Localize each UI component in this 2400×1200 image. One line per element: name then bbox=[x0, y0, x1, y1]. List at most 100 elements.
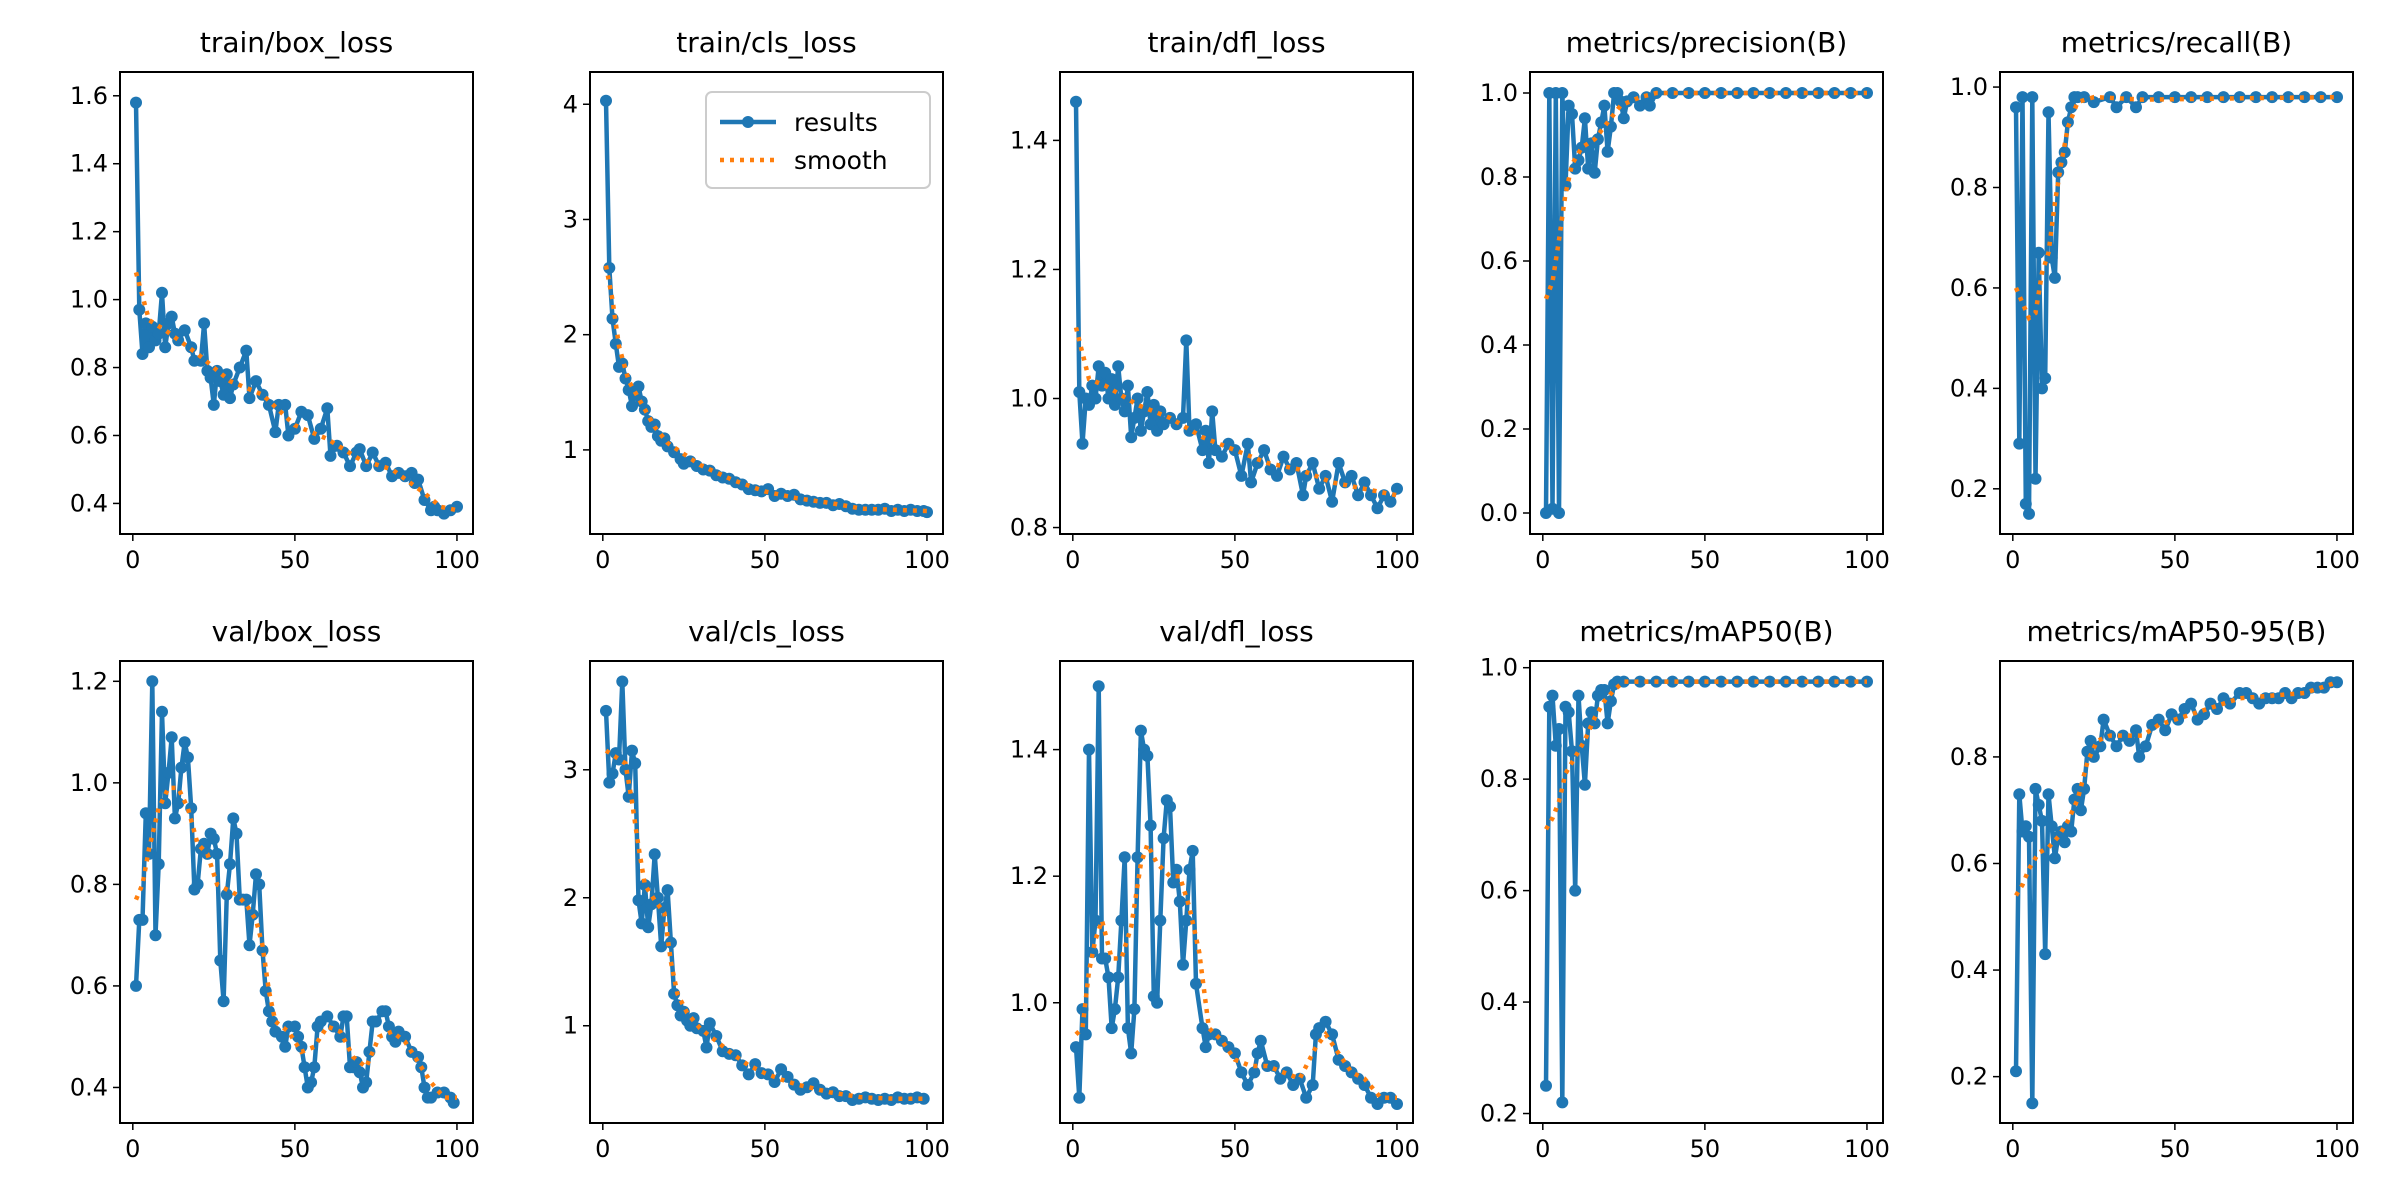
results-point bbox=[1241, 1079, 1254, 1091]
results-point bbox=[1241, 437, 1254, 450]
results-point bbox=[700, 1041, 713, 1054]
results-point bbox=[2019, 820, 2032, 833]
y-tick-label: 0.6 bbox=[1480, 877, 1518, 905]
results-point bbox=[2185, 697, 2198, 710]
results-point bbox=[1666, 87, 1679, 99]
y-tick-label: 3 bbox=[563, 205, 578, 233]
plot-area bbox=[130, 675, 460, 1109]
results-point bbox=[1796, 87, 1809, 99]
results-point bbox=[1073, 1091, 1086, 1104]
results-point bbox=[314, 422, 327, 435]
results-point bbox=[340, 1010, 353, 1023]
results-point bbox=[2042, 788, 2055, 801]
results-point bbox=[369, 1015, 382, 1028]
x-tick-label: 50 bbox=[1690, 546, 1721, 574]
smooth-line bbox=[2013, 94, 2338, 322]
results-point bbox=[1313, 482, 1326, 495]
results-point bbox=[1164, 800, 1176, 813]
results-point bbox=[1105, 373, 1118, 386]
results-point bbox=[1167, 876, 1180, 889]
results-point bbox=[1141, 749, 1154, 762]
results-point bbox=[1569, 884, 1582, 897]
subplot-val-dfl-loss: val/dfl_loss 0 50 100 1.0 1.2 1.4 bbox=[1010, 615, 1420, 1163]
results-point bbox=[130, 96, 142, 109]
results-point bbox=[2065, 101, 2078, 114]
plot-area bbox=[1070, 95, 1403, 515]
y-tick-label: 3 bbox=[563, 756, 578, 784]
subplot-title: metrics/mAP50(B) bbox=[1579, 615, 1833, 648]
results-point bbox=[198, 317, 211, 330]
y-tick-label: 0.4 bbox=[1950, 956, 1988, 984]
results-point bbox=[191, 878, 204, 891]
axes-frame bbox=[1059, 71, 1414, 535]
y-tick-label: 0.2 bbox=[1480, 1100, 1518, 1128]
results-point bbox=[1070, 1041, 1082, 1054]
results-point bbox=[655, 940, 668, 953]
y-tick-label: 0.8 bbox=[1480, 163, 1518, 191]
x-tick-label: 50 bbox=[2160, 546, 2191, 574]
results-point bbox=[1715, 675, 1728, 688]
results-point bbox=[1070, 95, 1082, 108]
results-point bbox=[1151, 996, 1164, 1009]
results-point bbox=[668, 987, 681, 1000]
results-point bbox=[749, 1058, 762, 1071]
results-point bbox=[1601, 145, 1614, 158]
results-point bbox=[1682, 675, 1695, 688]
smooth-line bbox=[2014, 680, 2338, 897]
results-point bbox=[1089, 392, 1102, 405]
results-point bbox=[1228, 1047, 1241, 1060]
results-point bbox=[130, 979, 142, 992]
results-point bbox=[2045, 820, 2058, 833]
results-point bbox=[1271, 469, 1283, 482]
results-point bbox=[1306, 1079, 1319, 1091]
plot-area bbox=[600, 94, 933, 519]
legend-results-label: results bbox=[794, 108, 878, 137]
y-tick-label: 1.2 bbox=[70, 218, 108, 246]
y-tick-label: 1.0 bbox=[1950, 73, 1988, 101]
results-point bbox=[1177, 411, 1189, 424]
x-tick-label: 50 bbox=[750, 546, 781, 574]
results-point bbox=[2029, 782, 2042, 795]
results-point bbox=[2058, 836, 2071, 849]
results-point bbox=[2331, 676, 2343, 689]
results-point bbox=[1812, 87, 1825, 99]
x-tick-label: 100 bbox=[2314, 546, 2360, 574]
x-tick-label: 50 bbox=[280, 1135, 311, 1163]
results-point bbox=[1128, 411, 1141, 424]
results-point bbox=[207, 398, 220, 411]
results-point bbox=[1254, 1034, 1267, 1047]
y-tick-label: 0.4 bbox=[1950, 374, 1988, 402]
y-tick-label: 1.6 bbox=[70, 82, 108, 110]
results-point bbox=[172, 797, 185, 810]
results-point bbox=[1358, 1079, 1371, 1091]
results-point bbox=[321, 1010, 334, 1023]
smooth-line bbox=[133, 271, 458, 513]
x-tick-label: 100 bbox=[434, 546, 480, 574]
results-point bbox=[224, 392, 236, 405]
subplot-metrics-recall-b-: metrics/recall(B) 0 50 100 0.2 0.4 0.6 0.8 1.0 bbox=[1950, 26, 2360, 574]
results-point bbox=[1332, 457, 1345, 469]
results-point bbox=[382, 1020, 395, 1033]
results-point bbox=[2026, 91, 2039, 104]
subplot-title: metrics/mAP50-95(B) bbox=[2027, 615, 2327, 648]
results-point bbox=[1215, 450, 1228, 463]
results-point bbox=[162, 766, 175, 779]
results-point bbox=[616, 357, 629, 370]
y-tick-label: 1 bbox=[563, 436, 578, 464]
results-point bbox=[626, 744, 638, 757]
results-point bbox=[243, 392, 256, 405]
results-point bbox=[1572, 689, 1585, 702]
results-point bbox=[1553, 507, 1565, 519]
results-point bbox=[1601, 717, 1614, 730]
results-point bbox=[703, 1017, 716, 1030]
results-point bbox=[2048, 271, 2061, 284]
results-point bbox=[298, 1061, 311, 1074]
results-point bbox=[1177, 958, 1189, 971]
results-point bbox=[2123, 734, 2136, 747]
results-point bbox=[921, 506, 933, 519]
subplot-title: metrics/precision(B) bbox=[1566, 26, 1848, 59]
results-point bbox=[742, 1068, 755, 1081]
results-point bbox=[2130, 724, 2142, 737]
